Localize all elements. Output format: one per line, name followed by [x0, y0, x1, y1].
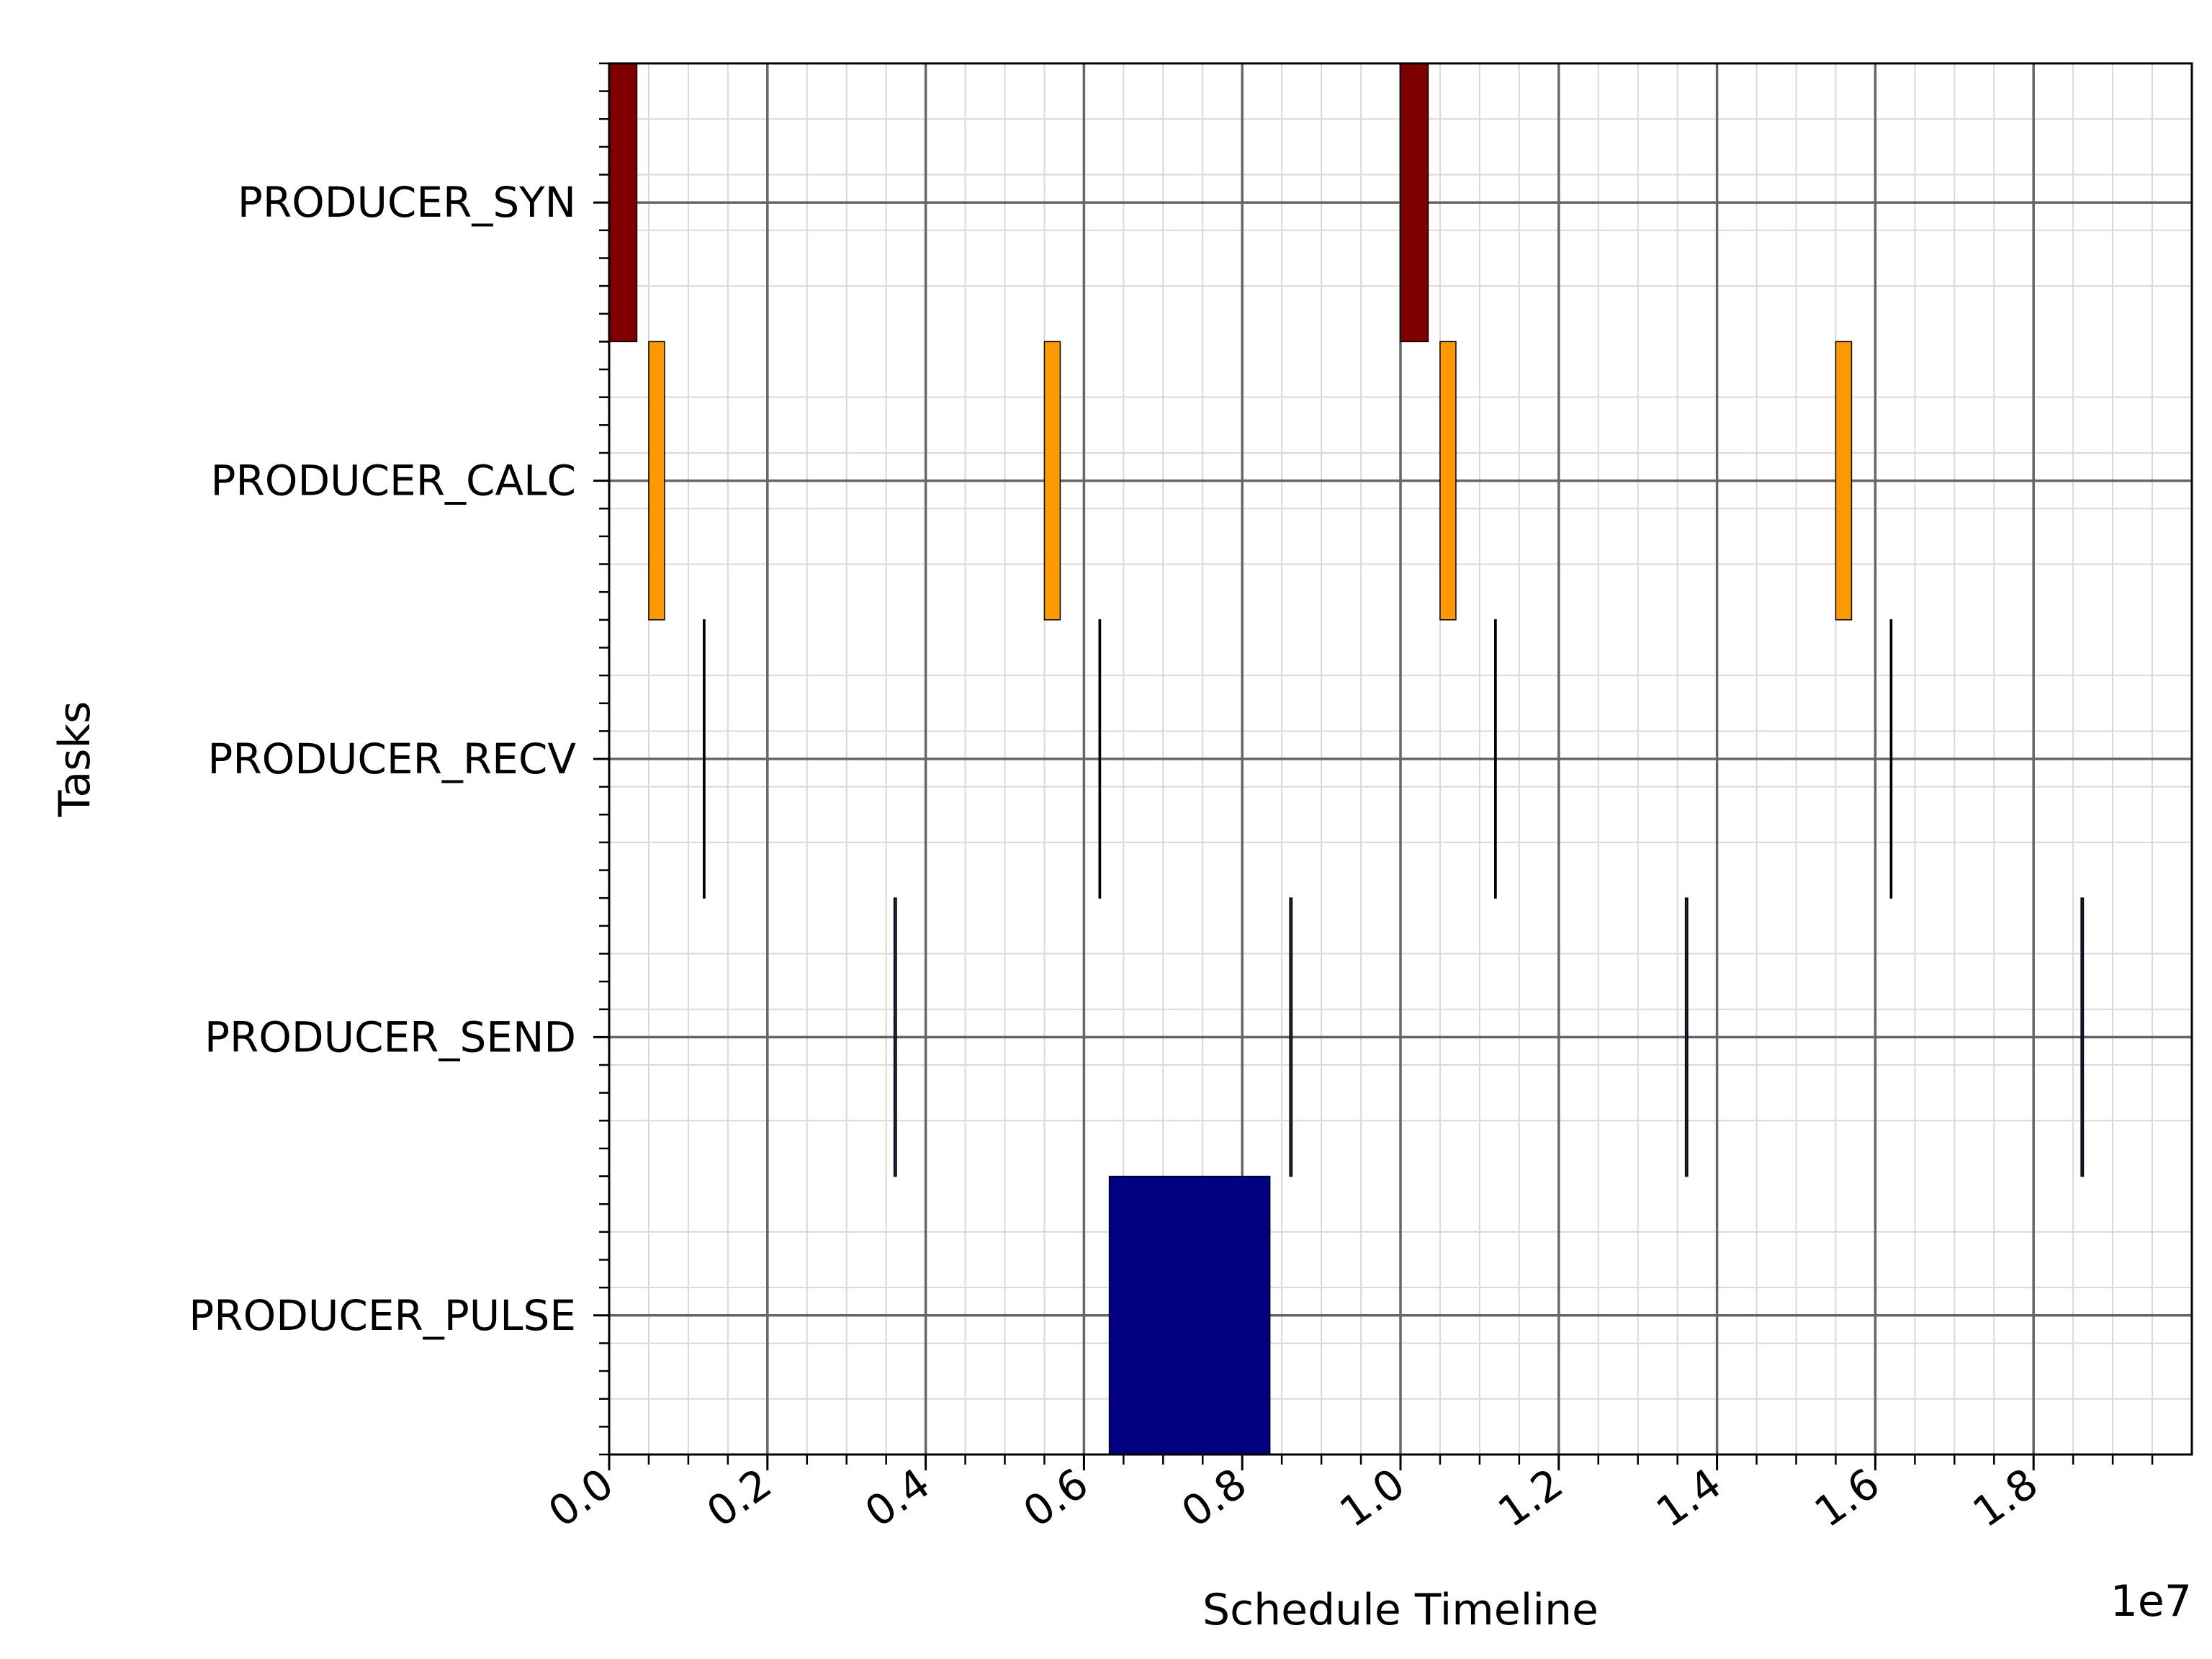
x-axis-label: Schedule Timeline	[1202, 1585, 1599, 1635]
task-bar	[608, 63, 638, 343]
task-bar	[1400, 63, 1429, 343]
task-bar	[2080, 897, 2085, 1177]
task-bar	[1098, 619, 1102, 899]
task-bar	[1439, 341, 1457, 621]
y-tick-labels: PRODUCER_SYN PRODUCER_CALC PRODUCER_RECV PR…	[189, 178, 576, 1340]
x-tick-label: 1.8	[1964, 1459, 2047, 1537]
major-grid	[609, 63, 2192, 1455]
x-tick-label: 1.6	[1806, 1459, 1889, 1537]
task-bars	[608, 63, 2085, 1455]
y-tick-label: PRODUCER_CALC	[211, 457, 576, 505]
task-bar	[648, 341, 665, 621]
axis-ticks	[593, 62, 2154, 1470]
task-bar	[1889, 619, 1893, 899]
x-tick-label: 1.0	[1331, 1459, 1413, 1537]
task-bar	[1108, 1175, 1271, 1455]
y-tick-label: PRODUCER_SYN	[238, 178, 576, 227]
y-tick-label: PRODUCER_PULSE	[189, 1291, 576, 1340]
y-tick-label: PRODUCER_RECV	[207, 734, 576, 783]
task-bar	[893, 897, 897, 1177]
y-tick-label: PRODUCER_SEND	[204, 1012, 576, 1061]
x-tick-label: 1.2	[1489, 1459, 1572, 1537]
task-bar	[1289, 897, 1293, 1177]
task-bar	[1684, 897, 1689, 1177]
x-tick-label: 0.8	[1173, 1459, 1256, 1537]
x-tick-label: 0.4	[856, 1459, 939, 1537]
x-tick-label: 0.2	[698, 1459, 781, 1537]
x-offset-text: 1e7	[2110, 1576, 2192, 1627]
x-tick-label: 0.6	[1015, 1459, 1097, 1537]
task-bar	[1043, 341, 1061, 621]
x-tick-label: 0.0	[539, 1459, 622, 1537]
task-bar	[1835, 341, 1853, 621]
y-axis-label: Tasks	[50, 701, 100, 818]
x-tick-label: 1.4	[1647, 1459, 1730, 1537]
task-bar	[703, 619, 706, 899]
x-tick-labels: 0.0 0.2 0.4 0.6 0.8 1.0 1.2 1.4 1.6 1.8	[539, 1459, 2046, 1537]
task-bar	[1494, 619, 1497, 899]
